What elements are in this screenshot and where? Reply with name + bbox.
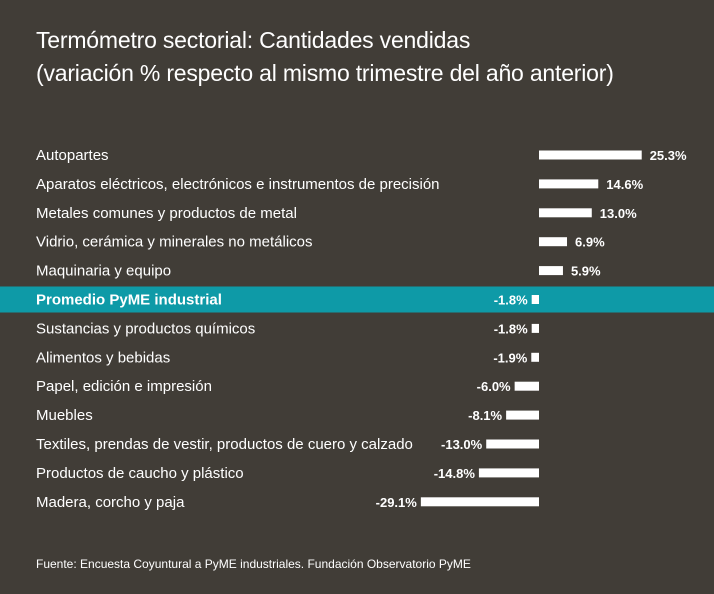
- source-note: Fuente: Encuesta Coyuntural a PyME indus…: [36, 557, 471, 571]
- category-label: Sustancias y productos químicos: [36, 320, 255, 337]
- category-label: Autopartes: [36, 147, 109, 164]
- value-label: -1.8%: [494, 321, 528, 336]
- category-label: Muebles: [36, 407, 93, 424]
- value-label: -1.8%: [494, 293, 528, 308]
- category-label: Aparatos eléctricos, electrónicos e inst…: [36, 176, 440, 193]
- category-label: Alimentos y bebidas: [36, 349, 170, 366]
- bar: [506, 410, 539, 420]
- value-label: -1.9%: [493, 350, 527, 365]
- category-label: Textiles, prendas de vestir, productos d…: [36, 436, 413, 453]
- bar: [486, 439, 539, 449]
- chart-title: Termómetro sectorial: Cantidades vendida…: [36, 24, 614, 90]
- bar: [478, 468, 539, 478]
- value-label: -6.0%: [477, 379, 511, 394]
- bar: [420, 497, 539, 507]
- chart-title-line-1: Termómetro sectorial: Cantidades vendida…: [36, 27, 471, 53]
- bar: [539, 150, 642, 160]
- value-label: 25.3%: [650, 148, 687, 163]
- bar: [539, 237, 568, 247]
- category-label: Productos de caucho y plástico: [36, 465, 244, 482]
- category-label: Papel, edición e impresión: [36, 378, 212, 395]
- value-label: -13.0%: [441, 437, 483, 452]
- value-label: 14.6%: [606, 177, 643, 192]
- bar: [539, 179, 599, 189]
- category-label: Maquinaria y equipo: [36, 263, 171, 280]
- bar: [539, 208, 592, 218]
- bar: [531, 295, 539, 304]
- category-label: Madera, corcho y paja: [36, 494, 185, 511]
- value-label: -8.1%: [468, 408, 502, 423]
- value-label: 13.0%: [600, 206, 637, 221]
- value-label: 5.9%: [571, 264, 601, 279]
- value-label: -29.1%: [376, 495, 418, 510]
- bar: [531, 352, 539, 362]
- bar: [539, 266, 563, 276]
- bar: [514, 381, 539, 391]
- highlight-row-band: [0, 286, 714, 313]
- value-label: -14.8%: [434, 466, 476, 481]
- category-label: Metales comunes y productos de metal: [36, 205, 297, 222]
- chart-title-line-2: (variación % respecto al mismo trimestre…: [36, 60, 614, 86]
- value-label: 6.9%: [575, 235, 605, 250]
- category-label: Vidrio, cerámica y minerales no metálico…: [36, 234, 313, 251]
- bar: [531, 323, 539, 333]
- category-label: Promedio PyME industrial: [36, 292, 222, 309]
